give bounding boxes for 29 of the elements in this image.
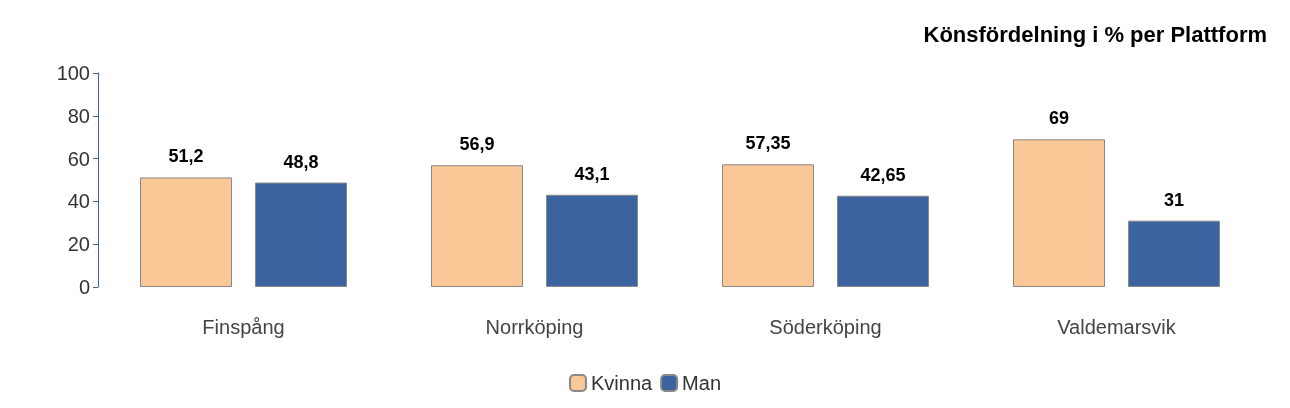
bar: [722, 164, 814, 287]
data-label: 69: [1048, 108, 1070, 129]
x-tick-label: Norrköping: [485, 316, 584, 338]
legend-label: Man: [682, 372, 722, 394]
bar: [837, 195, 929, 287]
data-label: 51,2: [168, 146, 204, 167]
bar: [140, 177, 232, 287]
data-label: 31: [1163, 189, 1185, 210]
x-tick-label: Valdemarsvik: [1057, 316, 1177, 338]
data-label: 57,35: [745, 133, 791, 154]
y-tick-label: 20: [67, 233, 90, 256]
x-tick-label: Söderköping: [769, 316, 882, 338]
bar: [546, 194, 638, 287]
data-label: 56,9: [459, 134, 495, 155]
data-label: 42,65: [860, 164, 906, 185]
y-tick-label: 100: [56, 62, 90, 84]
y-tick-label: 0: [78, 276, 90, 298]
bar: [1013, 139, 1105, 287]
chart-title: Könsfördelning i % per Plattform: [923, 21, 1268, 47]
data-label: 48,8: [283, 151, 319, 172]
y-tick-label: 40: [67, 190, 90, 213]
y-tick-label: 80: [67, 104, 90, 127]
x-tick-label: Finspång: [202, 316, 285, 338]
bar: [255, 182, 347, 287]
data-label: 43,1: [574, 163, 610, 184]
y-tick-label: 60: [67, 147, 90, 170]
legend-label: Kvinna: [590, 372, 653, 394]
bar: [1128, 220, 1220, 287]
bar: [431, 165, 523, 287]
